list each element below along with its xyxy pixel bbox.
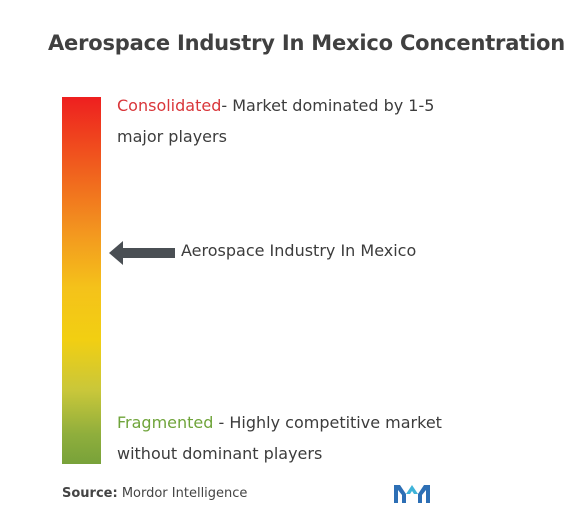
consolidated-label: Consolidated- Market dominated by 1-5 ma… bbox=[117, 90, 437, 152]
source-text: Mordor Intelligence bbox=[117, 486, 248, 501]
consolidated-keyword: Consolidated bbox=[117, 96, 222, 115]
page-title: Aerospace Industry In Mexico Concentrati… bbox=[48, 31, 565, 55]
consolidated-description: - Market dominated by 1-5 major players bbox=[117, 96, 435, 146]
source-prefix: Source: bbox=[62, 486, 118, 501]
market-position-label: Aerospace Industry In Mexico bbox=[181, 241, 417, 260]
mordor-intelligence-logo bbox=[394, 485, 430, 503]
concentration-gradient-bar bbox=[62, 97, 101, 464]
fragmented-keyword: Fragmented bbox=[117, 413, 214, 432]
arrow-left-icon bbox=[109, 241, 175, 265]
fragmented-description: - Highly competitive market without domi… bbox=[117, 413, 442, 463]
source-credit: Source: Mordor Intelligence bbox=[62, 486, 247, 501]
fragmented-label: Fragmented - Highly competitive market w… bbox=[117, 407, 457, 469]
